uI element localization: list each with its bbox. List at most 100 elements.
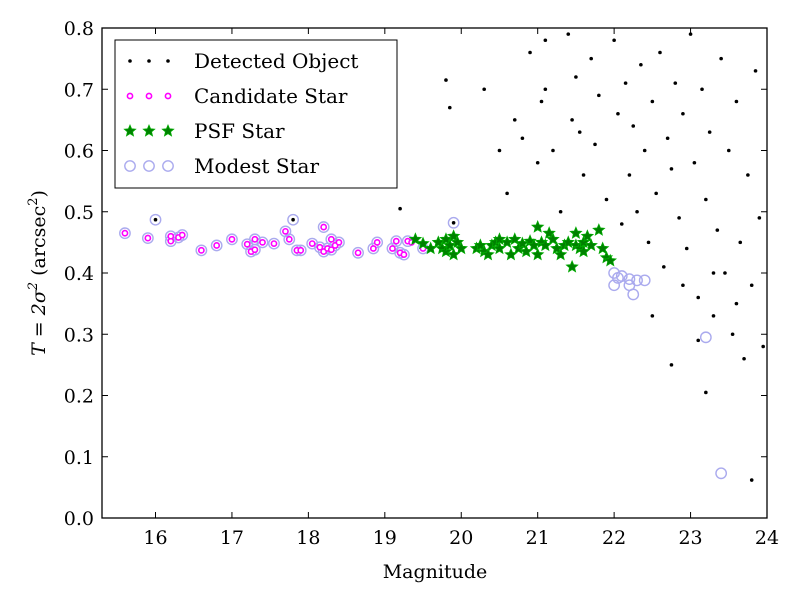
detected-object-point <box>662 265 666 269</box>
legend-label: Detected Object <box>194 49 358 73</box>
detected-object-point <box>512 118 517 122</box>
candidate-star-point <box>400 251 408 259</box>
modest-star-point <box>119 227 131 240</box>
detected-object-point <box>726 148 731 153</box>
detected-object-point <box>543 87 548 92</box>
psf-star-point <box>580 229 595 242</box>
candidate-star-point <box>369 245 377 252</box>
detected-object-point <box>642 148 647 153</box>
candidate-star-point <box>327 235 335 243</box>
candidate-star-point <box>297 246 305 254</box>
detected-object-point <box>692 160 697 165</box>
detected-object-point <box>543 38 548 43</box>
modest-star-point <box>623 273 636 286</box>
legend-marker <box>166 59 170 63</box>
detected-object-point <box>681 283 685 288</box>
candidate-star-point <box>213 242 221 249</box>
detected-object-point <box>742 356 746 361</box>
detected-object-point <box>700 87 704 92</box>
detected-object-point <box>505 191 509 196</box>
candidate-star-point <box>373 238 381 246</box>
x-tick-label: 22 <box>602 527 626 549</box>
detected-object-point <box>650 314 655 318</box>
detected-object-point <box>589 56 593 61</box>
y-tick-label: 0.8 <box>64 18 94 40</box>
modest-star-point <box>317 221 330 233</box>
candidate-star-point <box>259 238 266 246</box>
detected-object-point <box>734 99 739 104</box>
y-tick-label: 0.3 <box>64 324 94 346</box>
detected-object-point <box>704 197 708 202</box>
candidate-star-point <box>178 231 186 239</box>
x-tick-label: 17 <box>220 527 244 549</box>
psf-star-point <box>592 223 606 236</box>
y-tick-label: 0.4 <box>64 263 94 285</box>
modest-star-point <box>226 233 238 246</box>
detected-object-point <box>669 167 674 171</box>
modest-star-point <box>615 270 628 282</box>
candidate-star-point <box>167 232 175 240</box>
modest-star-point <box>283 233 296 246</box>
modest-star-point <box>390 235 403 248</box>
psf-star-point <box>454 241 468 255</box>
psf-star-point <box>584 238 598 252</box>
candidate-star-point <box>327 246 335 254</box>
psf-star-point <box>481 247 495 261</box>
legend-label: Candidate Star <box>194 84 348 108</box>
modest-star-point <box>608 279 621 292</box>
detected-object-point <box>723 271 727 275</box>
psf-star-point <box>530 247 545 261</box>
detected-object-point <box>757 216 762 220</box>
psf-star-point <box>565 259 579 273</box>
psf-star-point <box>443 238 457 252</box>
detected-object-point <box>528 50 532 55</box>
candidate-star-point <box>354 249 362 257</box>
detected-object-point <box>673 81 678 85</box>
detected-object-point <box>623 81 628 85</box>
detected-object-point <box>746 173 750 177</box>
candidate-star-point <box>243 240 251 248</box>
legend-box <box>114 39 398 189</box>
detected-object-point <box>738 240 743 245</box>
detected-object-point <box>558 209 563 214</box>
detected-object-point <box>749 283 754 288</box>
detected-object-point <box>631 124 636 128</box>
modest-star-point <box>256 236 269 249</box>
detected-object-point <box>665 136 670 141</box>
legend-marker <box>142 123 156 137</box>
candidate-star-point <box>308 240 316 247</box>
detected-object-point <box>447 105 452 110</box>
detected-object-point <box>593 142 597 147</box>
x-tick-label: 16 <box>143 527 167 549</box>
legend-marker <box>126 92 134 100</box>
legend-marker <box>128 59 132 63</box>
x-tick-label: 20 <box>449 527 473 549</box>
detected-object-point <box>677 216 681 220</box>
detected-object-point <box>715 228 720 232</box>
candidate-star-point <box>144 234 152 242</box>
legend-marker <box>164 92 172 100</box>
detected-object-point <box>669 363 674 367</box>
detected-object-point <box>619 222 624 226</box>
detected-object-point <box>635 209 639 214</box>
modest-star-point <box>352 246 364 259</box>
axis-ticks: 16 17 18 19 20 21 22 23 24 0.0 0.1 0.2 0.3 0.4 0.5 0.6 0… <box>64 18 779 549</box>
candidate-star-point <box>197 246 205 254</box>
detected-object-point <box>612 38 616 43</box>
candidate-star-point <box>251 235 259 243</box>
psf-star-point <box>500 235 514 249</box>
candidate-star-point <box>270 240 278 247</box>
legend-marker <box>124 160 136 172</box>
modest-star-point <box>715 467 728 480</box>
modest-star-point <box>268 237 280 250</box>
candidate-star-point <box>389 245 396 252</box>
psf-star-series <box>408 220 618 273</box>
detected-object-series <box>153 32 765 482</box>
detected-object-point <box>574 75 578 79</box>
psf-star-point <box>546 232 560 246</box>
candidate-star-point <box>251 246 259 254</box>
detected-object-point <box>291 217 295 222</box>
x-axis-label: Magnitude <box>383 561 488 583</box>
detected-object-point <box>761 344 765 349</box>
